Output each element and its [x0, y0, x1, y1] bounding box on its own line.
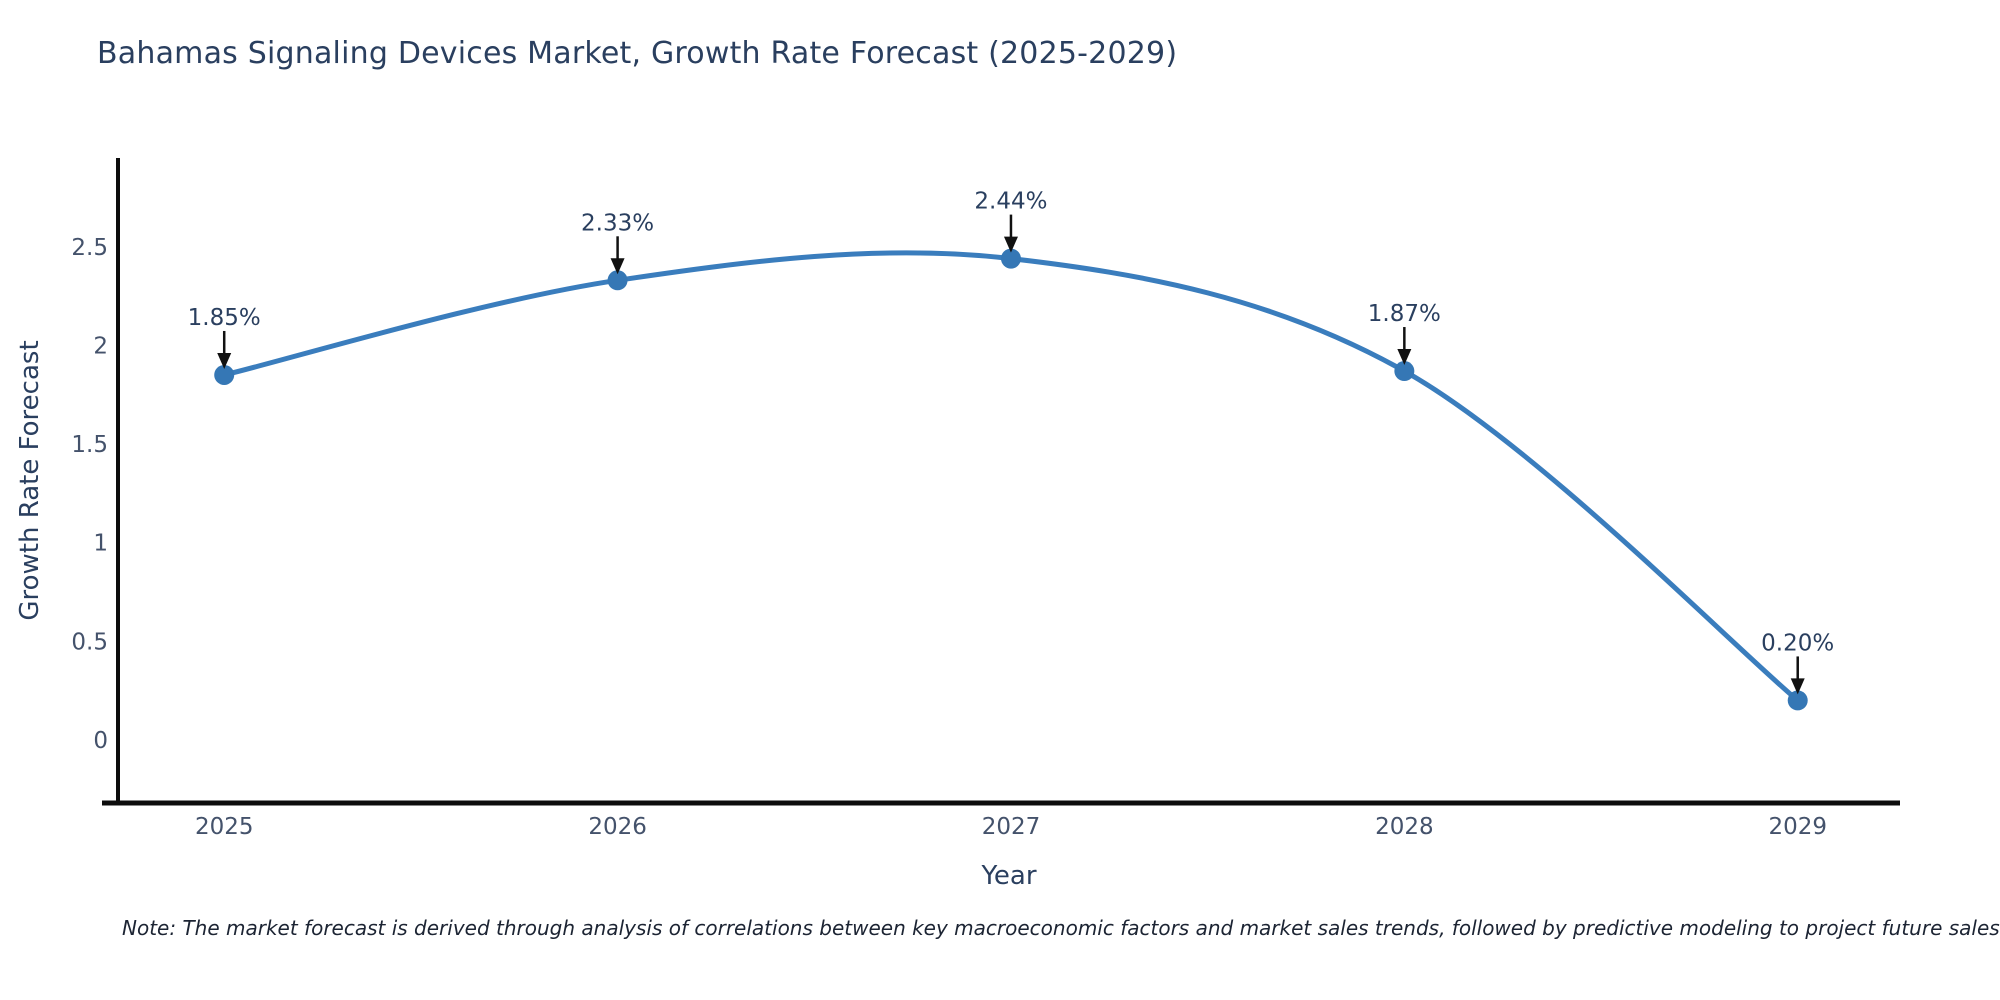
data-point-label: 0.20%	[1761, 630, 1834, 656]
footnote: Note: The market forecast is derived thr…	[122, 916, 2000, 940]
y-axis-title: Growth Rate Forecast	[15, 340, 45, 620]
data-point-marker[interactable]	[607, 270, 628, 291]
x-axis-title: Year	[980, 861, 1036, 891]
annotation-arrowhead-icon	[610, 258, 625, 275]
chart-title: Bahamas Signaling Devices Market, Growth…	[97, 36, 1178, 71]
x-tick-label: 2025	[195, 814, 254, 840]
data-point-marker[interactable]	[1000, 248, 1021, 269]
x-tick-label: 2026	[588, 814, 647, 840]
data-point-label: 1.87%	[1368, 301, 1441, 327]
y-tick-label: 2.5	[71, 235, 108, 261]
y-tick-label: 0.5	[71, 629, 108, 655]
data-point-marker[interactable]	[1787, 690, 1808, 711]
data-point-label: 1.85%	[188, 305, 261, 331]
y-tick-label: 1	[93, 531, 108, 557]
annotation-arrowhead-icon	[1790, 678, 1805, 695]
data-point-label: 2.33%	[581, 210, 654, 236]
annotation-arrowhead-icon	[217, 352, 232, 369]
series-line	[221, 250, 1801, 703]
x-tick-label: 2028	[1375, 814, 1434, 840]
data-point-marker[interactable]	[214, 364, 235, 385]
data-point-label: 2.44%	[974, 189, 1047, 215]
annotation-arrowhead-icon	[1397, 349, 1412, 366]
data-point-marker[interactable]	[1394, 361, 1415, 382]
y-tick-label: 1.5	[71, 432, 108, 458]
y-tick-label: 0	[93, 728, 108, 754]
y-tick-label: 2	[93, 333, 108, 359]
x-tick-label: 2027	[982, 814, 1041, 840]
x-tick-label: 2029	[1768, 814, 1827, 840]
annotation-arrowhead-icon	[1003, 236, 1018, 253]
